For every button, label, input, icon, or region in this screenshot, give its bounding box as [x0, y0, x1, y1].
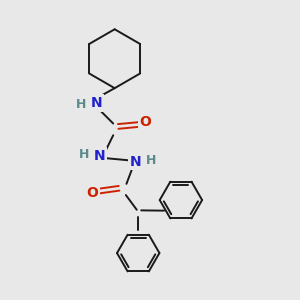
Text: H: H [79, 148, 89, 161]
Text: N: N [94, 149, 106, 163]
Text: O: O [87, 186, 98, 200]
Text: O: O [140, 115, 152, 129]
Text: N: N [130, 155, 141, 169]
Text: N: N [91, 96, 103, 110]
Text: H: H [146, 154, 157, 167]
Text: H: H [76, 98, 86, 111]
